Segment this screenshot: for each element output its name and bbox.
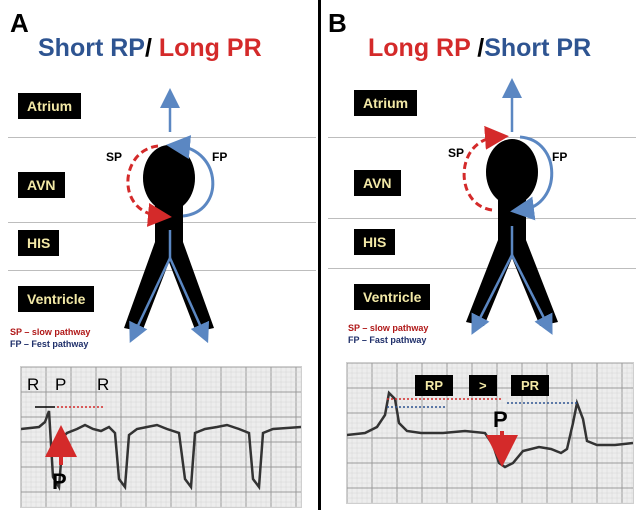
right-branch-arrow [168,257,210,344]
ecg-box-pr: PR [511,375,550,396]
title-part1: Short RP [38,34,145,62]
lane-label-ventricle: Ventricle [354,284,431,310]
panel-title: Short RP/ Long PR [38,34,262,63]
ecg-box-rp: RP [415,375,454,396]
panel-divider [318,0,321,510]
fast-pathway-arrow [166,135,215,218]
slow-pathway-arrow [126,144,172,227]
panel-b: B Long RP /Short PR Atrium AVN HIS Ventr… [322,0,640,510]
legend-slow: SP – slow pathway [10,327,91,337]
title-part2: Short PR [484,34,592,62]
ecg-trace [21,406,301,491]
ecg-box-gt: > [469,375,497,396]
legend: SP – slow pathway FP – Fest pathway [10,326,90,350]
ecg-grid [21,367,301,507]
left-branch-arrow [471,254,514,335]
panel-letter: B [328,8,347,38]
title-separator: / [477,34,485,62]
ecg-p-marker: P [52,469,67,494]
legend-fast: FP – Fast pathway [348,335,427,345]
lane-label-his: HIS [18,230,60,256]
lane-label-his: HIS [354,229,396,255]
legend-slow: SP – slow pathway [348,323,429,333]
lane-label-avn: AVN [354,170,401,196]
title-part1: Long RP [368,34,471,62]
right-branch-arrow [510,254,553,335]
ecg-strip: RP > PR P [346,362,634,504]
sp-label: SP [448,146,465,160]
lane-label-atrium: Atrium [18,93,82,119]
panel-letter: A [10,8,29,38]
lane-divider [328,268,636,269]
legend: SP – slow pathway FP – Fast pathway [348,322,428,346]
conduction-diagram [124,88,215,344]
ecg-label-r1: R [27,375,40,394]
ecg-trace [347,390,633,469]
title-part2: Long PR [158,34,262,62]
title-separator: / [144,34,152,62]
ecg-strip: R P R P [20,366,302,508]
left-branch-arrow [129,257,172,344]
ecg-p-marker: P [493,407,508,432]
ecg-label-r2: R [97,375,110,394]
lane-label-avn: AVN [18,172,65,198]
lane-divider [8,137,316,138]
fast-pathway-arrow [510,135,554,221]
panel-title: Long RP /Short PR [368,34,591,63]
ecg-label-p: P [55,375,67,394]
lane-divider [328,218,636,219]
lane-divider [328,137,636,138]
panel-a: A Short RP/ Long PR Atrium AVN HIS Ventr… [0,0,318,510]
sp-label: SP [106,150,123,164]
lane-label-ventricle: Ventricle [18,286,95,312]
legend-fast: FP – Fest pathway [10,339,89,349]
slow-pathway-arrow [462,125,509,212]
fp-label: FP [552,150,568,164]
conduction-diagram [462,78,558,335]
lane-label-atrium: Atrium [354,90,418,116]
fp-label: FP [212,150,228,164]
